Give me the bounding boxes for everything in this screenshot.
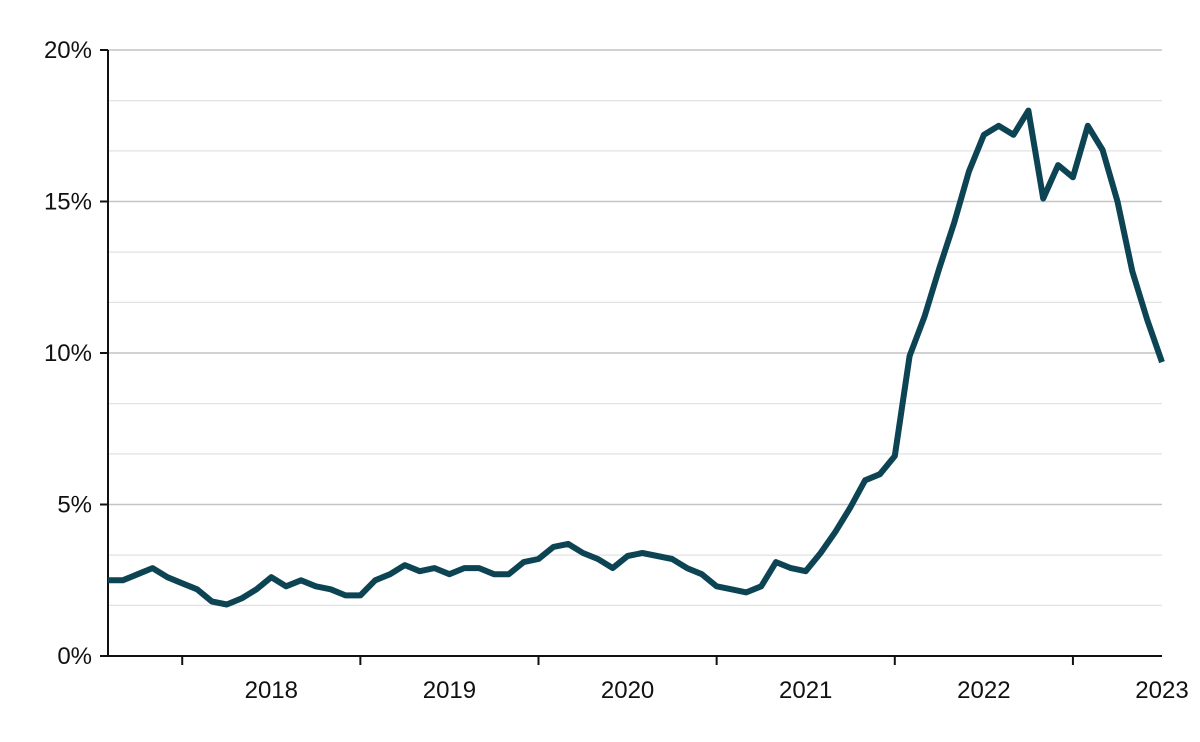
y-tick-label: 15% [44, 189, 92, 216]
axes [100, 49, 1162, 665]
tick-labels: 0% 5% 10% 15% 20% 2018 2019 2020 2021 2022 2023 [44, 37, 1189, 704]
x-tick-label: 2021 [779, 677, 832, 704]
gridlines [108, 49, 1162, 606]
x-tick-label: 2020 [601, 677, 654, 704]
x-tick-label: 2022 [957, 677, 1010, 704]
series-line [108, 107, 1165, 608]
y-tick-label: 0% [57, 643, 92, 670]
x-tick-label: 2023 [1135, 677, 1188, 704]
y-tick-label: 5% [57, 492, 92, 519]
series-layer [108, 107, 1165, 608]
x-tick-label: 2019 [423, 677, 476, 704]
y-tick-label: 10% [44, 340, 92, 367]
x-tick-label: 2018 [245, 677, 298, 704]
y-tick-label: 20% [44, 37, 92, 64]
